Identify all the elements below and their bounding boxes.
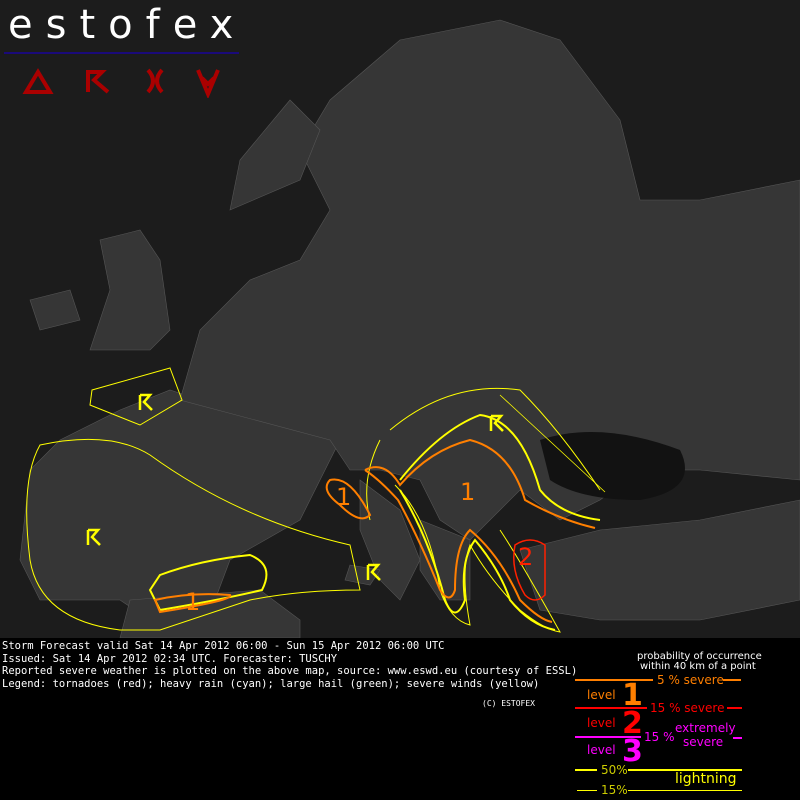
level3-word: level [587,743,616,757]
report-legend: Legend: tornadoes (red); heavy rain (cya… [2,677,540,690]
level1-word: level [587,688,616,702]
level-label: 1 [185,588,200,616]
level3-line-end [733,737,742,739]
tornado-icon [22,68,54,94]
lightning15-label: 15% [601,783,628,797]
report-source: Reported severe weather is plotted on th… [2,665,578,677]
legend-title: probability of occurrence [637,651,762,662]
sev5-label: 5 % severe [657,673,724,687]
hail-icon [86,70,110,94]
lightning50-line-end [628,769,742,771]
forecast-info: Storm Forecast valid Sat 14 Apr 2012 06:… [2,640,577,690]
level1-contours [153,438,596,623]
copyright: (C) ESTOFEX [482,699,535,708]
lightning-label: lightning [675,771,737,787]
lightning50-line [575,769,597,771]
wind-icon [489,414,504,432]
legend-subtitle: within 40 km of a point [640,661,756,672]
rain-icon [146,68,164,94]
issued-time: Issued: Sat 14 Apr 2012 02:34 UTC. Forec… [2,652,338,665]
level2-line-end [727,707,742,709]
ext15-label: 15 % [644,730,675,744]
level-label: 2 [518,543,533,571]
wind-icon-logo [196,69,220,98]
level3-line [575,736,641,738]
logo-divider [4,52,239,54]
lightning-contours [26,367,606,633]
level2-contours [513,539,546,601]
hazard-icons [22,68,220,98]
black-sea [540,432,685,500]
level-label: 1 [336,483,351,511]
level2-line [575,707,647,709]
wind-icon [138,393,153,411]
level-label: 1 [460,478,475,506]
land [19,19,800,638]
lightning15-line [577,790,597,791]
probability-legend: probability of occurrence within 40 km o… [570,640,800,800]
level3-number: 3 [622,734,643,769]
extremely-label: extremely [675,721,736,735]
level-labels: 1 1 1 2 [185,478,533,616]
wind-icon [86,528,101,546]
sev15-label: 15 % severe [650,701,725,715]
level1-line [575,679,653,681]
lightning15-line-end [628,790,742,791]
level2-word: level [587,716,616,730]
level1-number: 1 [622,678,643,713]
valid-time: Storm Forecast valid Sat 14 Apr 2012 06:… [2,640,445,652]
europe-map: 1 1 1 2 [0,0,800,638]
wind-icons [86,393,504,581]
estofex-logo: estofex [8,2,247,48]
level2-number: 2 [622,706,643,741]
level1-line-end [723,679,741,681]
wind-icon [366,563,381,581]
severe-label: severe [683,735,724,749]
lightning50-label: 50% [601,763,628,777]
